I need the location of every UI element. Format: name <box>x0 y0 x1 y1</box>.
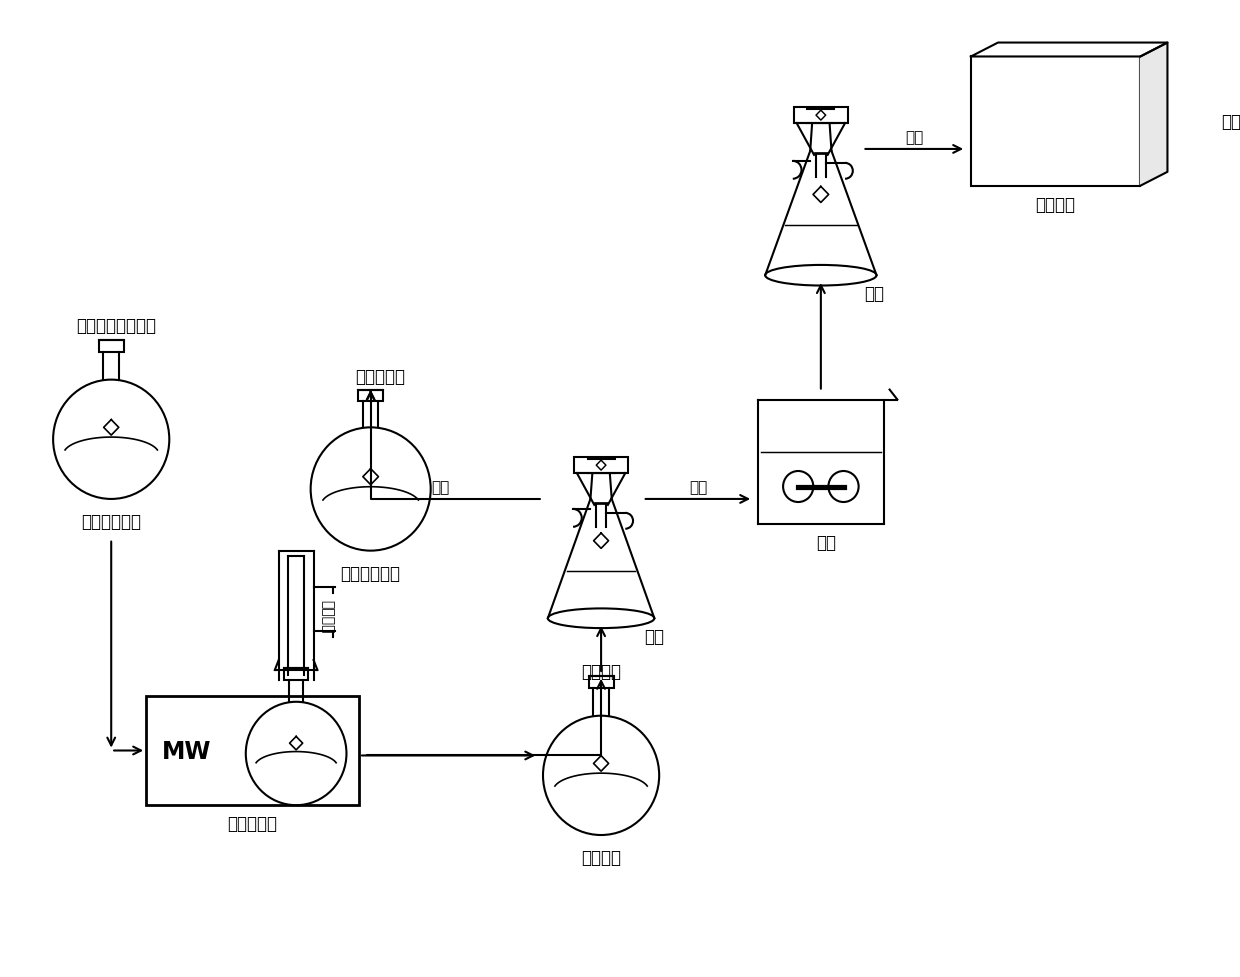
Bar <box>574 457 629 474</box>
Text: 抽滤: 抽滤 <box>864 285 884 303</box>
Text: 滤液: 滤液 <box>905 130 924 146</box>
Polygon shape <box>971 44 1167 58</box>
Text: 滤液: 滤液 <box>688 480 707 495</box>
Text: 室温搅拌均勾: 室温搅拌均勾 <box>341 564 401 582</box>
Text: 洗涤: 洗涤 <box>816 533 836 551</box>
Text: 真空干燥: 真空干燥 <box>1035 195 1075 213</box>
Text: 碾碎静置: 碾碎静置 <box>582 662 621 680</box>
Bar <box>146 696 360 805</box>
Text: 微波反应器: 微波反应器 <box>228 814 278 832</box>
Text: 抽滤: 抽滤 <box>645 627 665 646</box>
Bar <box>99 341 124 353</box>
Text: 滤液: 滤液 <box>430 480 449 495</box>
Bar <box>807 110 835 124</box>
Bar <box>589 676 614 688</box>
Bar <box>971 58 1141 187</box>
Text: 加反应原料和溶剂: 加反应原料和溶剂 <box>76 317 156 334</box>
Text: MW: MW <box>162 739 211 763</box>
Text: 回流反应: 回流反应 <box>320 599 334 632</box>
Bar <box>588 460 615 474</box>
Bar <box>358 390 383 403</box>
Text: 室温搅拌均勾: 室温搅拌均勾 <box>81 512 141 531</box>
Polygon shape <box>1141 44 1167 187</box>
Bar <box>794 108 848 124</box>
Text: 产品: 产品 <box>1220 113 1240 131</box>
Bar <box>284 668 309 680</box>
Text: 加反应原料: 加反应原料 <box>356 367 405 385</box>
Text: 室温冷却: 室温冷却 <box>582 848 621 866</box>
